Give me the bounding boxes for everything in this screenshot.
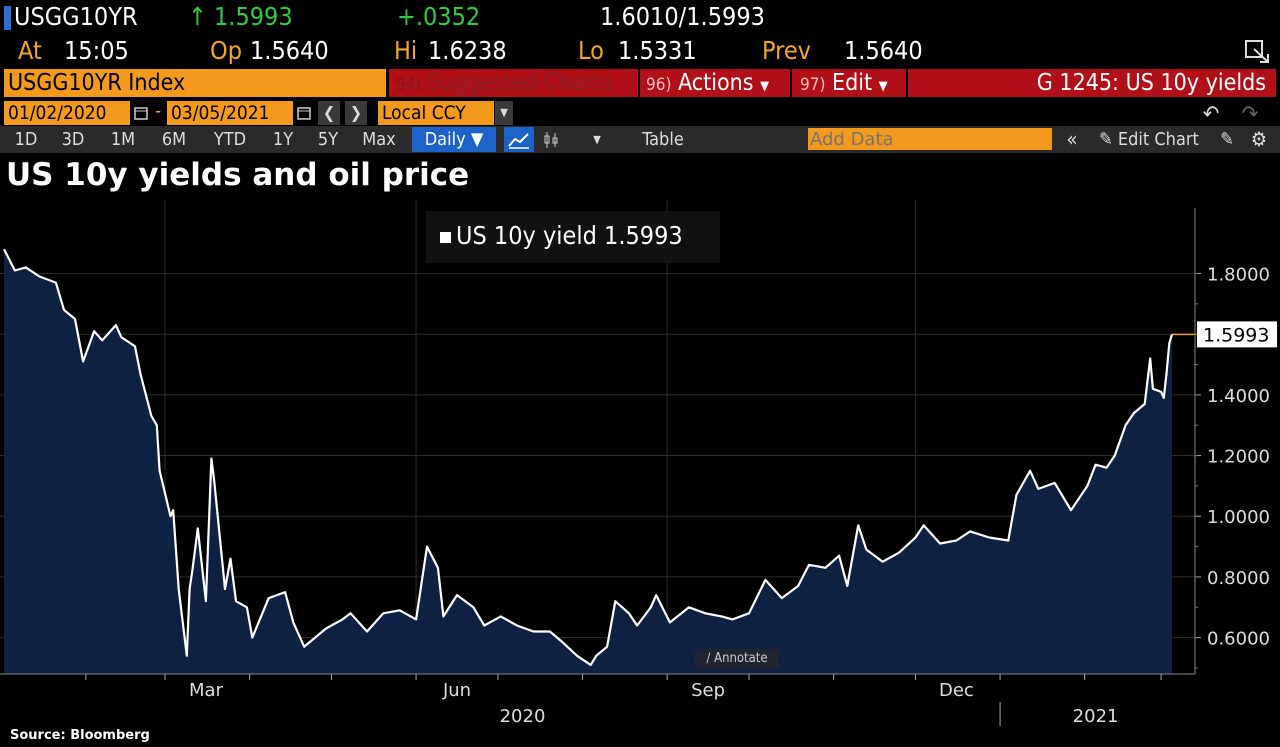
- popout-icon[interactable]: [1244, 38, 1272, 64]
- edit-chart-label: Edit Chart: [1117, 129, 1199, 150]
- period-3d-button[interactable]: 3D: [61, 129, 85, 150]
- prev-period-icon[interactable]: ❮: [318, 101, 340, 125]
- y-tick-label: 0.8000: [1207, 568, 1270, 589]
- y-axis: 0.60000.80001.00001.20001.40001.60001.80…: [1194, 208, 1270, 674]
- gear-icon[interactable]: ⚙: [1250, 127, 1268, 151]
- ticker-marker: [4, 6, 11, 30]
- divider: [906, 69, 908, 97]
- calendar-icon[interactable]: [132, 103, 150, 123]
- chart-toolbar: [0, 126, 1280, 153]
- last-value-label: 1.5993: [1203, 324, 1269, 346]
- x-tick-label: Jun: [442, 680, 471, 701]
- y-tick-label: 1.8000: [1207, 265, 1270, 286]
- draw-icon[interactable]: ✎: [1220, 129, 1234, 150]
- actions-button[interactable]: 96) Actions ▼: [646, 69, 786, 97]
- divider: [638, 69, 640, 97]
- x-year-label: 2021: [1073, 706, 1119, 727]
- chart-canvas[interactable]: 0.60000.80001.00001.20001.40001.60001.80…: [0, 200, 1280, 730]
- chevron-down-icon: ▼: [878, 79, 888, 94]
- at-time: 15:05: [64, 36, 129, 65]
- at-label: At: [18, 36, 42, 65]
- yield-area: [4, 249, 1172, 674]
- low-value: 1.5331: [618, 36, 697, 65]
- chevron-down-icon: ▼: [760, 79, 770, 94]
- suggested-label: Suggested Charts: [428, 70, 613, 96]
- start-date-field[interactable]: 01/02/2020: [4, 101, 130, 125]
- up-arrow-icon: ↑: [188, 2, 207, 31]
- yield-line: [3, 248, 1174, 666]
- security-field[interactable]: USGG10YR Index: [4, 69, 386, 97]
- edit-chart-button[interactable]: ✎ Edit Chart: [1090, 127, 1208, 152]
- y-tick-label: 1.2000: [1207, 447, 1270, 468]
- pencil-icon: ✎: [1099, 129, 1113, 150]
- chevron-down-icon[interactable]: ▼: [495, 101, 513, 125]
- period-1y-button[interactable]: 1Y: [272, 129, 294, 150]
- legend-series-value: 1.5993: [604, 221, 683, 250]
- line-chart-icon[interactable]: [504, 127, 534, 152]
- end-date-field[interactable]: 03/05/2021: [167, 101, 293, 125]
- divider: [790, 69, 792, 97]
- last-price: 1.5993: [214, 2, 293, 31]
- annotate-icon: ∕: [706, 651, 711, 666]
- y-tick-label: 1.0000: [1207, 507, 1270, 528]
- edit-num: 97): [800, 75, 826, 95]
- edit-button[interactable]: 97) Edit ▼: [800, 69, 904, 97]
- undo-icon[interactable]: ↶: [1202, 102, 1220, 127]
- bid-ask: 1.6010/1.5993: [600, 2, 765, 31]
- command-bar: [389, 69, 1276, 97]
- edit-label: Edit: [832, 70, 873, 96]
- period-1d-button[interactable]: 1D: [14, 129, 38, 150]
- table-button[interactable]: Table: [642, 129, 684, 150]
- chevron-down-icon[interactable]: ▼: [593, 133, 601, 146]
- last-value-box: [1197, 321, 1277, 348]
- y-tick-label: 0.6000: [1207, 629, 1270, 650]
- date-dash: -: [155, 100, 162, 122]
- suggested-num: 94): [396, 75, 422, 95]
- open-label: Op: [210, 36, 242, 65]
- x-axis: Mar Jun Sep Dec 2020 2021: [0, 673, 1195, 727]
- x-year-label: 2020: [500, 706, 546, 727]
- frequency-select[interactable]: Daily ▼: [412, 127, 496, 152]
- x-tick-label: Dec: [939, 680, 974, 701]
- period-6m-button[interactable]: 6M: [161, 129, 187, 150]
- high-label: Hi: [394, 36, 418, 65]
- chart-title: US 10y yields and oil price: [6, 157, 470, 193]
- collapse-icon[interactable]: «: [1066, 127, 1078, 151]
- legend-series-name: US 10y yield: [456, 221, 597, 250]
- x-tick-label: Sep: [691, 680, 725, 701]
- legend-item[interactable]: US 10y yield 1.5993: [456, 221, 683, 250]
- period-ytd-button[interactable]: YTD: [213, 129, 247, 150]
- calendar-icon[interactable]: [295, 103, 313, 123]
- legend: US 10y yield 1.5993: [426, 211, 720, 263]
- currency-select[interactable]: Local CCY: [378, 101, 494, 125]
- high-value: 1.6238: [428, 36, 507, 65]
- prev-label: Prev: [762, 36, 811, 65]
- x-tick-label: Mar: [189, 680, 224, 701]
- y-tick-label: 1.4000: [1207, 386, 1270, 407]
- candlestick-icon[interactable]: [538, 127, 564, 152]
- period-max-button[interactable]: Max: [362, 129, 396, 150]
- add-data-input[interactable]: [808, 128, 1052, 150]
- annotate-label: Annotate: [714, 651, 768, 666]
- low-label: Lo: [578, 36, 604, 65]
- legend-swatch: [440, 232, 451, 243]
- period-1m-button[interactable]: 1M: [110, 129, 136, 150]
- next-period-icon[interactable]: ❯: [345, 101, 367, 125]
- net-change: +.0352: [397, 2, 481, 31]
- period-5y-button[interactable]: 5Y: [317, 129, 339, 150]
- prev-value: 1.5640: [844, 36, 923, 65]
- annotate-button[interactable]: ∕ Annotate: [695, 649, 779, 669]
- redo-icon[interactable]: ↷: [1241, 102, 1259, 127]
- actions-label: Actions: [678, 70, 754, 96]
- function-title: G 1245: US 10y yields: [1036, 70, 1266, 96]
- source-note: Source: Bloomberg: [10, 728, 150, 743]
- last-value-marker: 1.5993: [1172, 321, 1277, 348]
- ticker-symbol[interactable]: USGG10YR: [14, 2, 138, 31]
- actions-num: 96): [646, 75, 672, 95]
- open-value: 1.5640: [250, 36, 329, 65]
- suggested-charts-button[interactable]: 94) Suggested Charts: [396, 69, 634, 97]
